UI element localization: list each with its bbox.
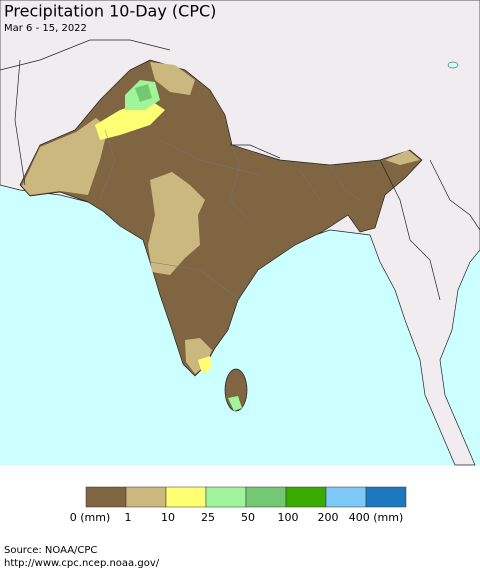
tan-west <box>22 118 108 195</box>
legend-swatch <box>125 486 167 508</box>
yellow-north <box>95 100 165 140</box>
subtitle: Mar 6 - 15, 2022 <box>4 23 87 34</box>
legend-swatch <box>285 486 327 508</box>
green-dark-north <box>135 84 152 102</box>
legend-label: 100 <box>278 511 299 524</box>
sri-lanka-wet <box>228 396 242 411</box>
legend-label: 200 <box>318 511 339 524</box>
legend-swatch <box>365 486 407 508</box>
source-url: http://www.cpc.ncep.noaa.gov/ <box>4 558 160 569</box>
legend-swatch <box>85 486 127 508</box>
legend-swatch <box>245 486 287 508</box>
source: Source: NOAA/CPC <box>4 545 97 556</box>
yellow-south <box>198 356 212 374</box>
legend-label: 400 (mm) <box>349 511 404 524</box>
tan-north <box>150 62 195 95</box>
tan-central <box>148 172 205 275</box>
lake <box>447 61 459 69</box>
legend-label: 10 <box>161 511 175 524</box>
legend-label: 50 <box>241 511 255 524</box>
legend: 0 (mm) 1 10 25 50 100 200 400 (mm) <box>70 486 407 524</box>
legend-swatch <box>205 486 247 508</box>
legend-label: 25 <box>201 511 215 524</box>
borders <box>99 129 361 301</box>
map <box>0 0 480 466</box>
legend-label: 1 <box>125 511 132 524</box>
legend-label: 0 (mm) <box>70 511 111 524</box>
legend-swatch <box>325 486 367 508</box>
title: Precipitation 10-Day (CPC) <box>4 2 216 21</box>
country-borders <box>0 39 480 301</box>
tan-east <box>385 150 420 165</box>
legend-swatch <box>165 486 207 508</box>
south-asia <box>19 59 423 377</box>
